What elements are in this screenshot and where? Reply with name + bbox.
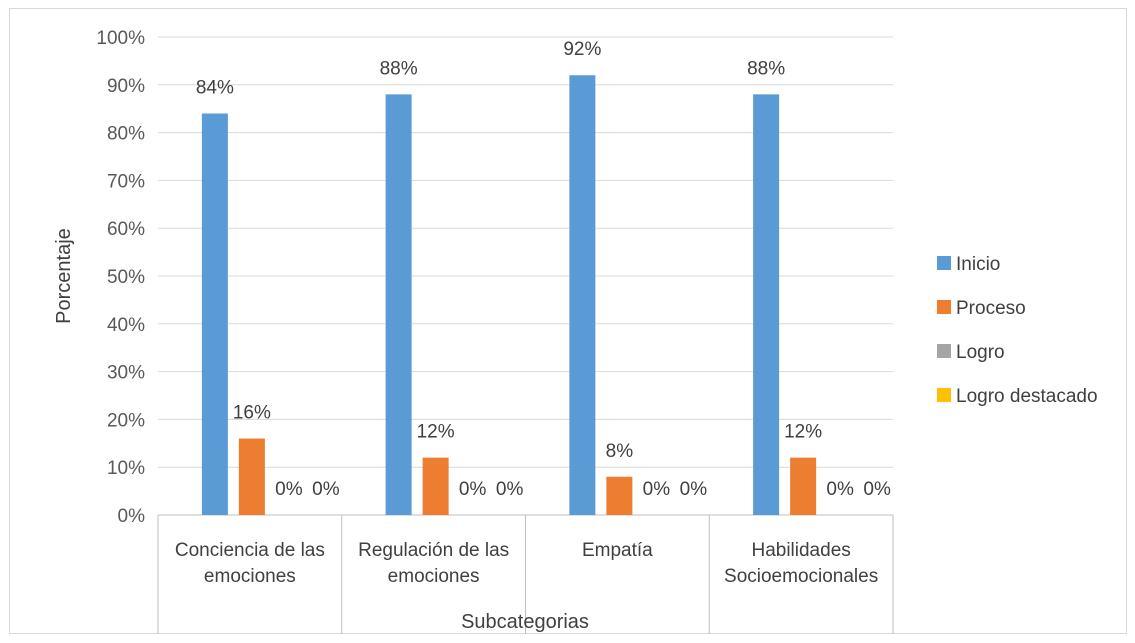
y-tick-label: 10% <box>107 458 145 479</box>
data-label: 0% <box>312 479 340 500</box>
data-label: 12% <box>417 422 455 443</box>
data-label: 16% <box>233 403 271 424</box>
bar-inicio <box>201 113 228 515</box>
legend-label: Logro <box>956 342 1005 363</box>
legend-swatch <box>937 344 951 358</box>
y-axis-title: Porcentaje <box>53 228 75 324</box>
data-label: 0% <box>643 479 671 500</box>
x-tick-label: Conciencia de las <box>175 540 325 561</box>
legend-label: Inicio <box>956 254 1000 275</box>
bar-inicio <box>385 94 412 516</box>
data-label: 88% <box>747 58 785 79</box>
data-label: 0% <box>863 479 891 500</box>
y-tick-label: 50% <box>107 267 145 288</box>
x-tick-label: Habilidades <box>751 540 850 561</box>
x-tick-label: Regulación de las <box>358 540 509 561</box>
data-label: 88% <box>380 58 418 79</box>
legend-label: Logro destacado <box>956 386 1098 407</box>
y-tick-label: 40% <box>107 315 145 336</box>
x-tick-label: Empatía <box>582 540 653 561</box>
bar-inicio <box>753 94 780 516</box>
data-label: 0% <box>459 479 487 500</box>
y-tick-label: 20% <box>107 410 145 431</box>
data-label: 92% <box>563 39 601 60</box>
legend-swatch <box>937 300 951 314</box>
bar-proceso <box>790 457 817 515</box>
chart-area <box>9 8 1127 634</box>
data-label: 0% <box>496 479 524 500</box>
bar-proceso <box>238 438 265 515</box>
x-axis-title: Subcategorias <box>461 611 589 633</box>
data-label: 0% <box>826 479 854 500</box>
data-label: 8% <box>606 441 634 462</box>
data-label: 0% <box>275 479 303 500</box>
y-tick-label: 60% <box>107 219 145 240</box>
y-tick-label: 70% <box>107 171 145 192</box>
data-label: 84% <box>196 77 234 98</box>
bar-proceso <box>606 476 633 515</box>
legend-label: Proceso <box>956 298 1026 319</box>
y-tick-label: 0% <box>118 506 146 527</box>
x-tick-label: Socioemocionales <box>724 566 878 587</box>
y-tick-label: 90% <box>107 76 145 97</box>
y-tick-label: 80% <box>107 124 145 145</box>
x-tick-label: emociones <box>204 566 296 587</box>
y-tick-label: 30% <box>107 363 145 384</box>
bar-proceso <box>422 457 449 515</box>
legend-swatch <box>937 256 951 270</box>
legend-swatch <box>937 388 951 402</box>
y-tick-label: 100% <box>96 28 145 49</box>
x-tick-label: emociones <box>388 566 480 587</box>
data-label: 12% <box>784 422 822 443</box>
data-label: 0% <box>680 479 708 500</box>
bar-inicio <box>569 75 596 516</box>
